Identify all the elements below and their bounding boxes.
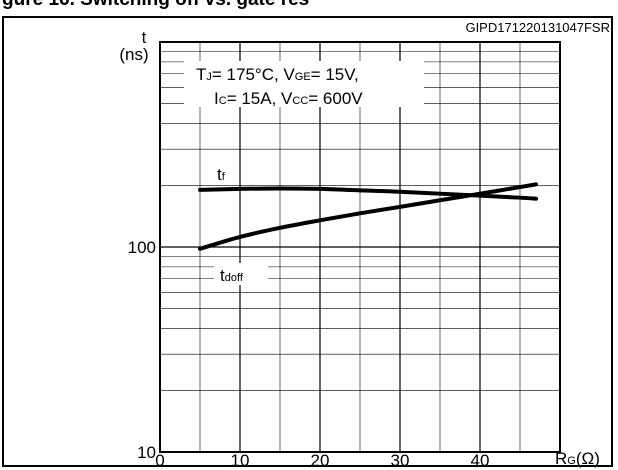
x-axis-label: RG(Ω) — [555, 449, 600, 468]
series-label-tdoff-bg — [214, 263, 268, 285]
conditions-line-1: TJ= 175°C, VGE= 15V, — [196, 65, 359, 84]
series-line-tf — [198, 186, 538, 201]
conditions-line-2: IC= 15A, VCC= 600V — [214, 89, 363, 108]
figure-heading: gure 16. Switching off vs. gate res — [0, 0, 618, 16]
series-line-tdoff — [198, 182, 538, 251]
x-tick-label: 10 — [231, 451, 250, 470]
series-label-tdoff: tdoff — [220, 266, 244, 285]
y-axis-unit: (ns) — [119, 45, 148, 64]
x-tick-label: 20 — [311, 451, 330, 470]
x-tick-label: 0 — [155, 451, 164, 470]
series-label-tf: tf — [217, 165, 226, 184]
x-tick-label: 40 — [471, 451, 490, 470]
conditions-box — [184, 61, 424, 107]
series-group — [198, 182, 538, 251]
figure-title: gure 16. Switching off vs. gate res — [2, 0, 309, 11]
series-label-tf-bg — [212, 165, 234, 185]
figure-code: GIPD171220131047FSR — [465, 20, 610, 35]
y-tick-label: 10 — [137, 443, 156, 462]
plot-area-border — [159, 41, 561, 453]
y-tick-label: 100 — [128, 238, 156, 257]
x-tick-label: 30 — [391, 451, 410, 470]
y-axis-label: t — [142, 28, 147, 47]
